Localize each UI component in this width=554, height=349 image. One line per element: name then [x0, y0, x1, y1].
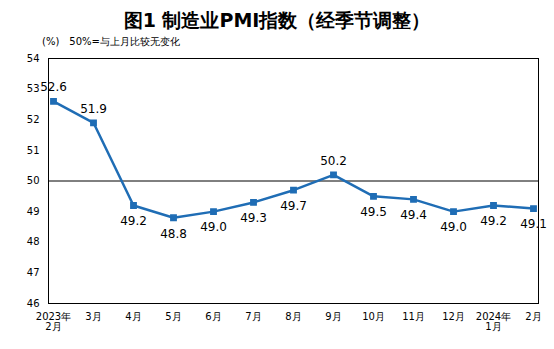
svg-text:8月: 8月 [285, 311, 301, 322]
svg-text:2024年1月: 2024年1月 [476, 311, 511, 332]
svg-text:52.6: 52.6 [40, 80, 67, 94]
svg-text:9月: 9月 [325, 311, 341, 322]
svg-text:49.3: 49.3 [240, 211, 267, 225]
svg-text:47: 47 [27, 267, 40, 278]
svg-text:51.9: 51.9 [80, 102, 107, 116]
svg-text:7月: 7月 [245, 311, 261, 322]
svg-text:50: 50 [27, 175, 40, 186]
svg-text:4月: 4月 [125, 311, 141, 322]
svg-text:49.1: 49.1 [520, 217, 547, 231]
svg-text:2023年2月: 2023年2月 [36, 311, 71, 332]
svg-text:46: 46 [27, 298, 40, 309]
svg-text:49.5: 49.5 [360, 205, 387, 219]
svg-text:10月: 10月 [362, 311, 385, 322]
svg-text:50.2: 50.2 [320, 154, 347, 168]
svg-text:11月: 11月 [402, 311, 425, 322]
svg-text:6月: 6月 [205, 311, 221, 322]
svg-text:12月: 12月 [442, 311, 465, 322]
svg-text:48: 48 [27, 236, 40, 247]
svg-text:54: 54 [27, 53, 40, 64]
svg-text:51: 51 [27, 145, 40, 156]
html-text:图1 制造业PMI指数（经季节调整）: 图1 制造业PMI指数（经季节调整） [123, 9, 431, 31]
svg-text:3月: 3月 [85, 311, 101, 322]
svg-text:5月: 5月 [165, 311, 181, 322]
svg-text:49.7: 49.7 [280, 199, 307, 213]
svg-text:48.8: 48.8 [160, 227, 187, 241]
svg-text:52: 52 [27, 114, 40, 125]
svg-text:49: 49 [27, 206, 40, 217]
svg-text:49.0: 49.0 [440, 220, 467, 234]
svg-text:49.0: 49.0 [200, 220, 227, 234]
svg-text:2月: 2月 [525, 311, 541, 322]
svg-text:49.2: 49.2 [480, 214, 507, 228]
svg-text:53: 53 [27, 83, 40, 94]
svg-text:49.4: 49.4 [400, 208, 427, 222]
html-text:50%=与上月比较无变化: 50%=与上月比较无变化 [69, 36, 180, 47]
svg-text:49.2: 49.2 [120, 214, 147, 228]
